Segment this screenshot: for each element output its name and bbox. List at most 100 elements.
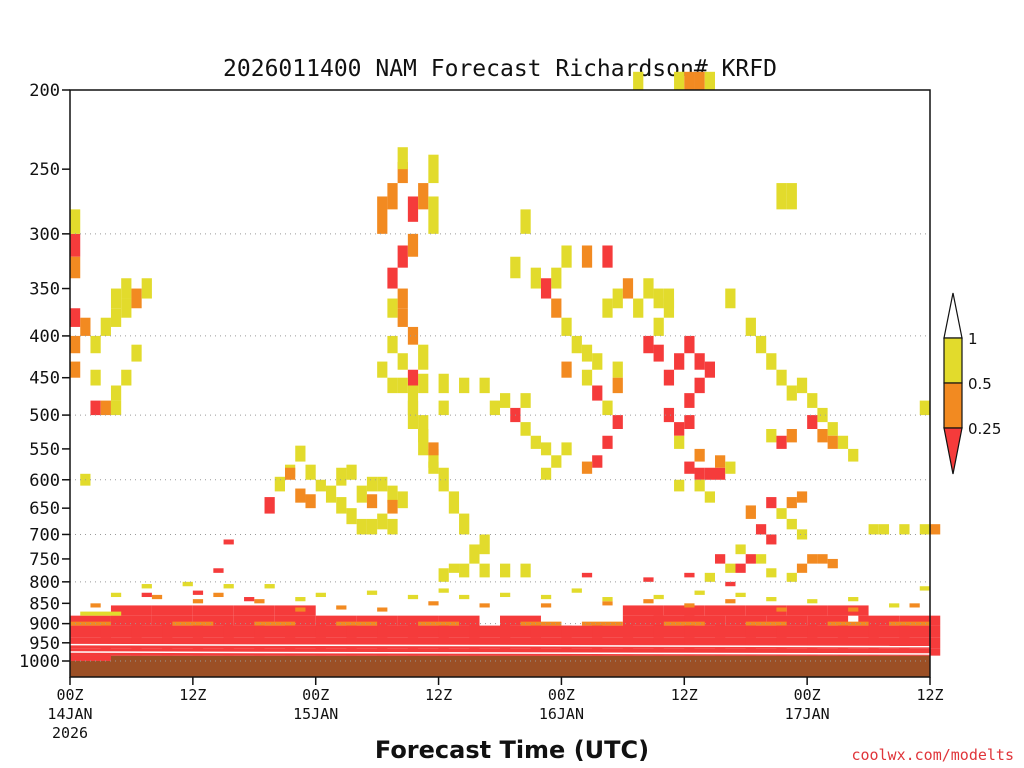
heatmap-cell: [878, 524, 890, 535]
heatmap-cell: [725, 615, 767, 626]
heatmap-cell: [663, 369, 675, 386]
heatmap-cell: [346, 637, 388, 649]
heatmap-cell: [407, 196, 419, 222]
heatmap-cell: [366, 476, 378, 492]
heatmap-cell: [428, 461, 439, 474]
heatmap-cell: [776, 607, 787, 612]
heatmap-cell: [684, 572, 695, 578]
colorbar-label-2: 0.25: [968, 420, 1001, 438]
heatmap-cell: [694, 467, 705, 480]
heatmap-cell: [684, 393, 695, 408]
heatmap-cell: [715, 467, 726, 480]
heatmap-cell: [397, 288, 408, 309]
colorbar-label-0: 1: [968, 330, 978, 348]
heatmap-cell: [325, 485, 337, 503]
x-tick-date-48: 16JAN: [539, 705, 584, 723]
heatmap-cell: [530, 625, 572, 638]
heatmap-cell: [817, 407, 828, 423]
heatmap-cell: [418, 183, 429, 210]
heatmap-cell: [151, 615, 193, 626]
heatmap-cell: [827, 558, 838, 569]
heatmap-cell: [530, 435, 541, 449]
heatmap-cell: [540, 442, 552, 456]
heatmap-cell: [407, 233, 419, 257]
heatmap-cell: [612, 361, 623, 378]
heatmap-cell: [418, 373, 429, 394]
heatmap-cell: [551, 455, 562, 468]
heatmap-cell: [684, 415, 695, 429]
heatmap-cell: [622, 637, 664, 649]
heatmap-cell: [336, 621, 378, 626]
heatmap-cell: [356, 615, 398, 626]
colorbar-bin-yellow: [943, 337, 963, 384]
heatmap-cell: [868, 625, 910, 638]
heatmap-cell: [745, 625, 787, 638]
heatmap-cell: [500, 648, 541, 656]
heatmap-cell: [70, 637, 111, 649]
heatmap-cell: [643, 599, 654, 604]
heatmap-cell: [858, 615, 900, 626]
heatmap-cell: [192, 599, 204, 604]
heatmap-cell: [346, 508, 357, 525]
heatmap-cell: [407, 326, 419, 345]
heatmap-cell: [407, 385, 419, 408]
heatmap-cell: [418, 428, 429, 443]
heatmap-cell: [407, 407, 419, 429]
heatmap-cell: [315, 615, 357, 626]
heatmap-cell: [704, 605, 746, 616]
heatmap-cell: [776, 625, 818, 638]
heatmap-cell: [786, 183, 797, 210]
heatmap-cell: [70, 335, 81, 354]
heatmap-cell: [397, 353, 408, 370]
heatmap-cell: [336, 497, 347, 514]
heatmap-cell: [807, 554, 818, 564]
y-tick-label-750: 750: [29, 550, 60, 570]
heatmap-cell: [653, 625, 695, 638]
heatmap-cell: [469, 625, 511, 638]
x-tick-date-24: 15JAN: [293, 705, 338, 723]
heatmap-cell: [827, 621, 869, 626]
heatmap-cell: [602, 435, 613, 449]
heatmap-cell: [684, 615, 726, 626]
heatmap-cell: [715, 625, 756, 638]
heatmap-cell: [397, 308, 408, 327]
heatmap-cell: [305, 464, 316, 480]
heatmap-cell: [121, 298, 132, 318]
heatmap-cell: [100, 317, 111, 336]
heatmap-cell: [387, 267, 398, 289]
heatmap-cell: [223, 584, 234, 589]
y-tick-label-400: 400: [29, 327, 60, 347]
heatmap-cell: [653, 637, 695, 649]
heatmap-cell: [612, 288, 623, 309]
heatmap-cell: [622, 278, 634, 299]
heatmap-cell: [500, 637, 541, 649]
heatmap-cell: [110, 592, 122, 598]
heatmap-cell: [684, 637, 726, 649]
x-tick-time-84: 12Z: [916, 686, 943, 704]
heatmap-cell: [704, 71, 715, 90]
heatmap-cell: [100, 625, 142, 638]
heatmap-cell: [868, 648, 910, 656]
heatmap-cell: [796, 377, 808, 394]
heatmap-cell: [581, 344, 593, 362]
heatmap-cell: [663, 605, 705, 616]
heatmap-cell: [755, 335, 767, 354]
heatmap-cell: [315, 637, 357, 649]
heatmap-cell: [377, 476, 388, 492]
heatmap-cell: [336, 467, 347, 486]
heatmap-cell: [121, 278, 132, 299]
x-tick-time-24: 00Z: [302, 686, 329, 704]
heatmap-cell: [80, 317, 91, 336]
heatmap-cell: [889, 621, 930, 626]
heatmap-cell: [70, 256, 81, 279]
heatmap-cell: [561, 245, 572, 268]
heatmap-cell: [530, 267, 541, 289]
heatmap-cell: [377, 361, 388, 378]
heatmap-cell: [192, 615, 234, 626]
heatmap-cell: [540, 594, 552, 600]
heatmap-cell: [264, 584, 275, 589]
heatmap-cell: [561, 317, 572, 336]
heatmap-cell: [715, 637, 756, 649]
heatmap-cell: [786, 497, 797, 509]
heatmap-cell: [561, 442, 572, 456]
